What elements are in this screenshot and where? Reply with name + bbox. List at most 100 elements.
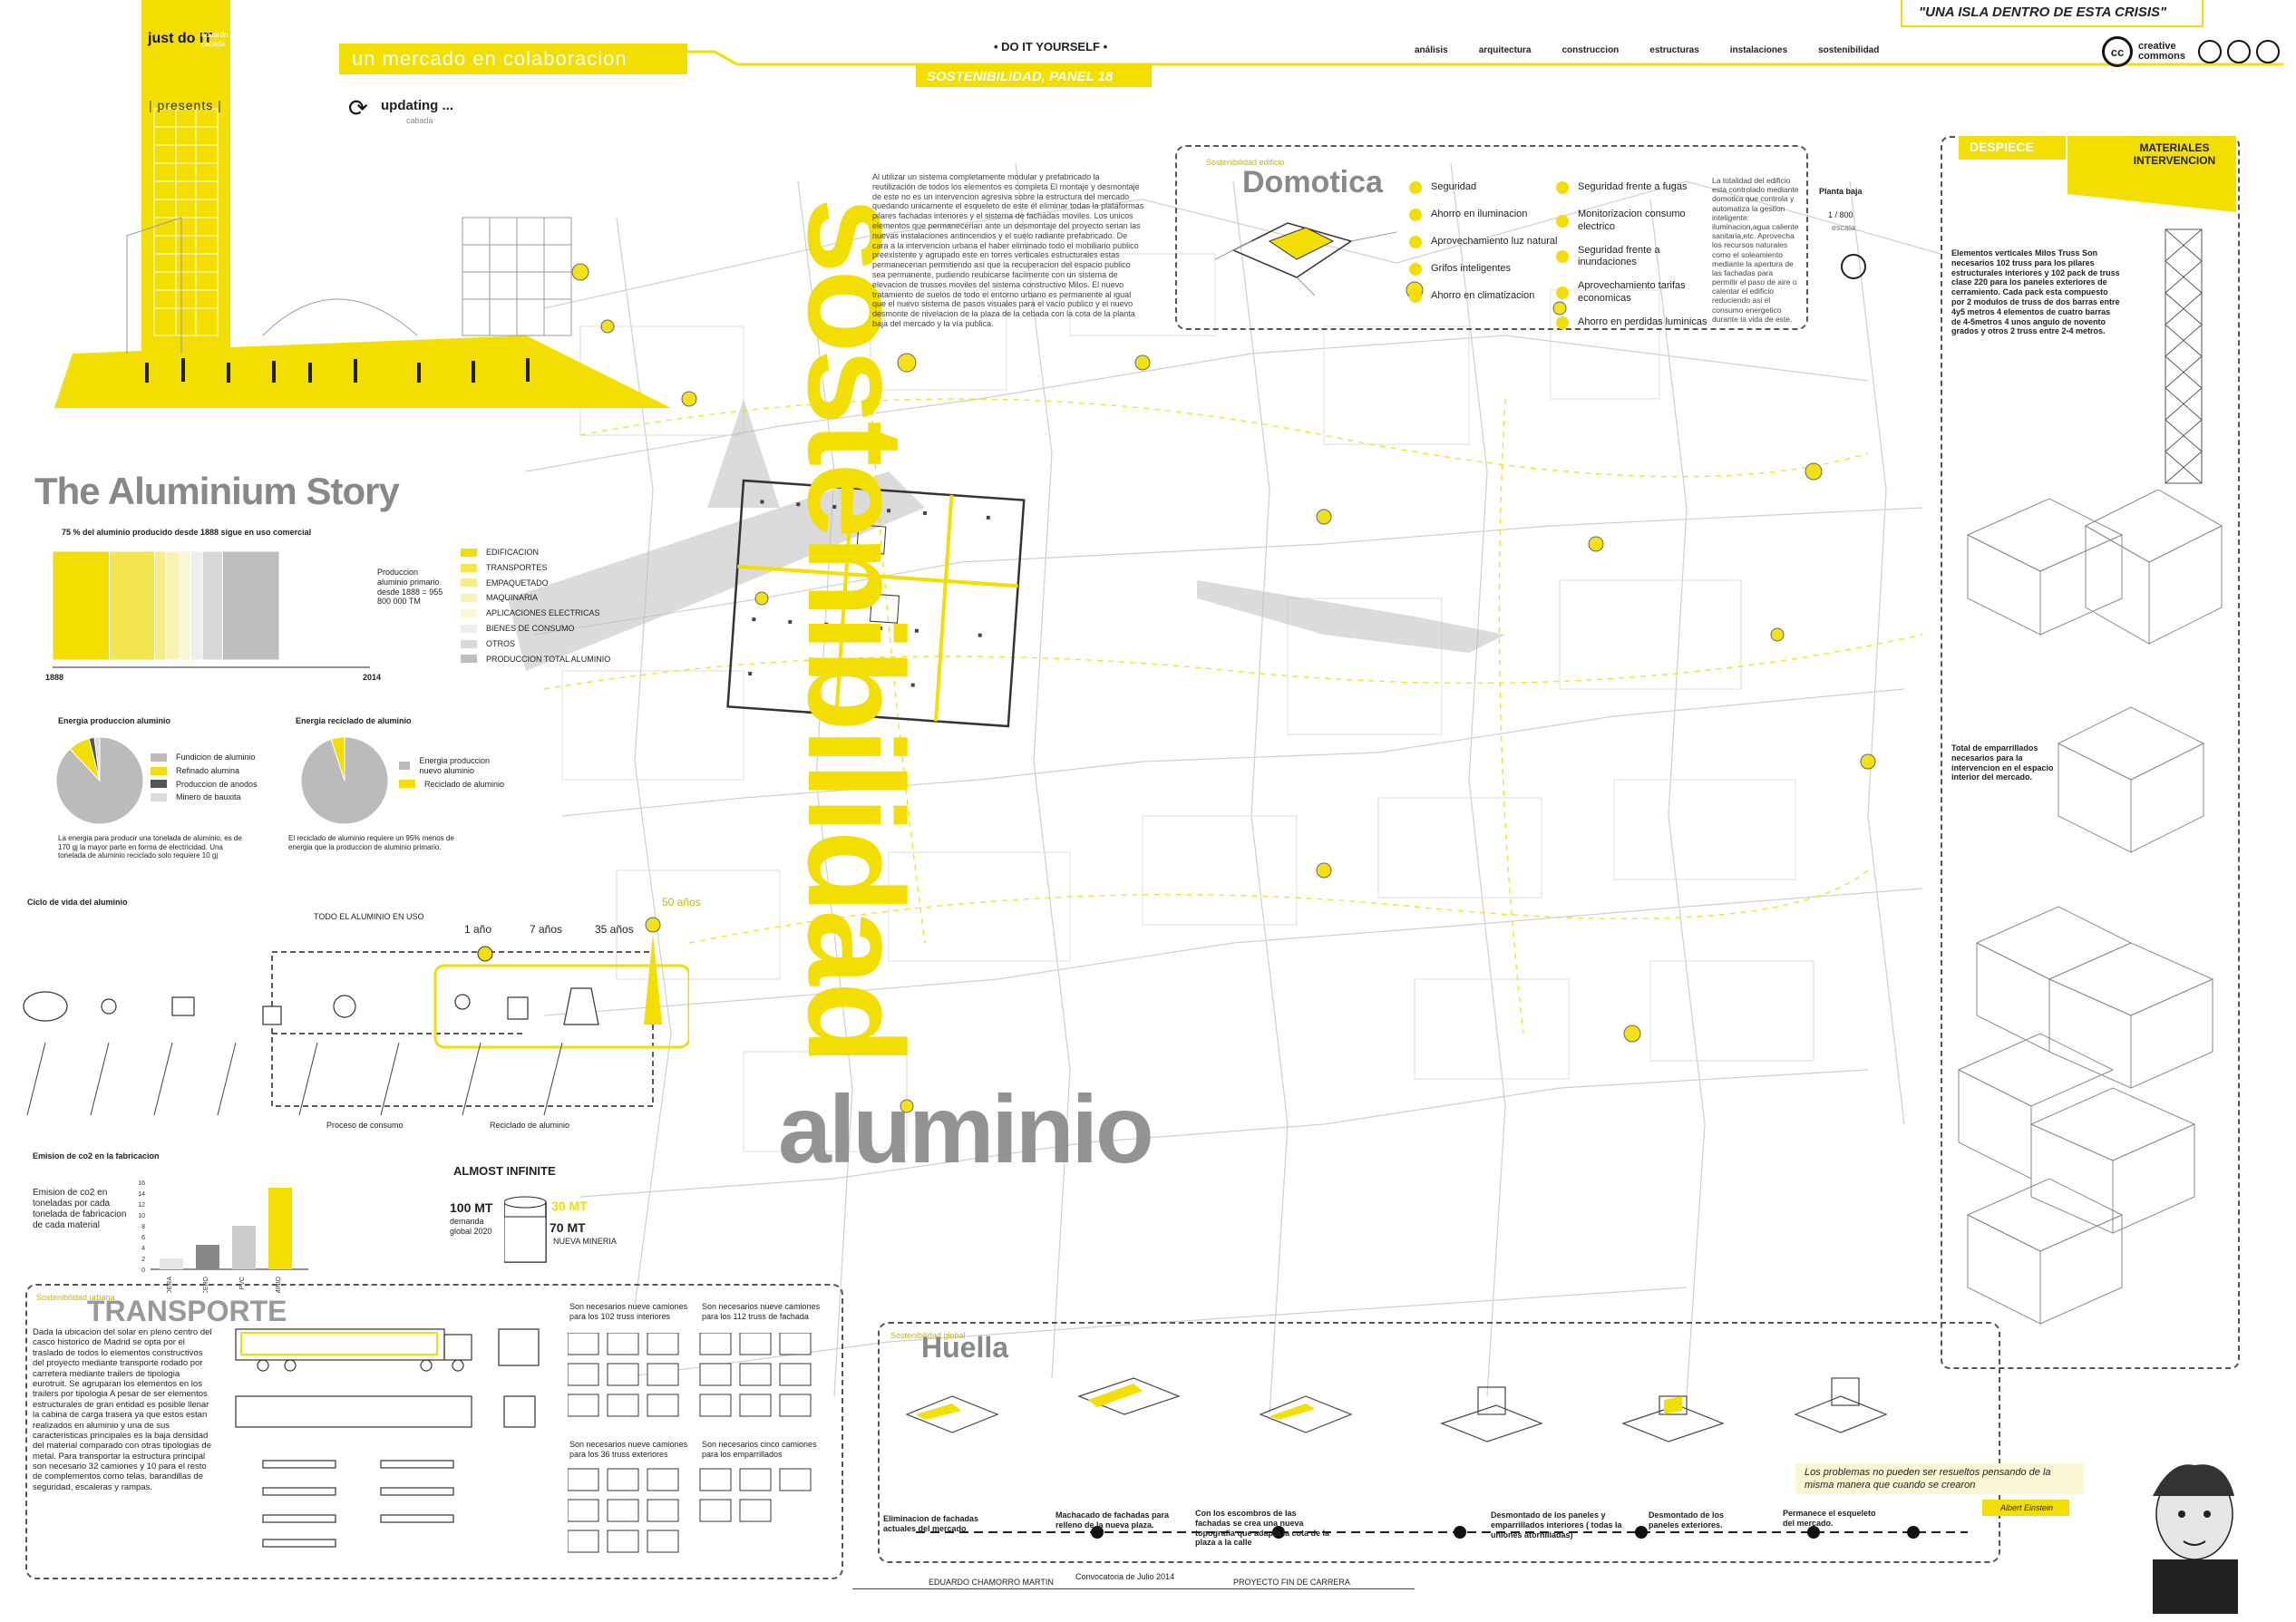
truck-icon xyxy=(739,1333,772,1355)
emission-desc: Emision de co2 en toneladas por cada ton… xyxy=(33,1188,127,1230)
einstein-author: Albert Einstein xyxy=(2000,1503,2054,1512)
water-icon xyxy=(1556,181,1569,194)
demand-label: demanda global 2020 xyxy=(450,1217,492,1236)
huella-step-3: Con los escombros de las fachadas se cre… xyxy=(1195,1509,1330,1548)
pie-energy-recycling xyxy=(300,736,389,825)
truck-icon xyxy=(699,1468,732,1491)
bar-segment xyxy=(190,550,203,661)
house-icon xyxy=(1409,181,1422,194)
top-nav: análisis arquitectura construccion estru… xyxy=(1415,45,1879,55)
demand-value: 100 MT xyxy=(450,1200,493,1215)
lifecycle-legend-recycle: Reciclado de aluminio xyxy=(490,1121,570,1130)
plan-label: Planta baja xyxy=(1819,187,1863,196)
aluminium-bars xyxy=(53,550,280,661)
truss-column-drawing xyxy=(2165,228,2203,484)
aluminium-legend: EDIFICACION TRANSPORTES EMPAQUETADO MAQU… xyxy=(461,548,610,664)
brand-sub: eduardo cabada xyxy=(201,31,229,48)
truck-icon xyxy=(568,1468,599,1491)
new-mat-value: 70 MT xyxy=(550,1220,586,1235)
nav-sostenibilidad[interactable]: sostenibilidad xyxy=(1818,45,1880,55)
truck-icon xyxy=(699,1333,732,1355)
truck-icon xyxy=(607,1499,639,1522)
despiece-tab xyxy=(1959,136,2066,160)
infinite-title: ALMOST INFINITE xyxy=(453,1164,556,1178)
nav-arquitectura[interactable]: arquitectura xyxy=(1478,45,1532,55)
legend-item: APLICACIONES ELECTRICAS xyxy=(461,608,610,618)
diy-label: • DO IT YOURSELF • xyxy=(994,40,1108,53)
pie2-legend: Energia produccion nuevo aluminio Recicl… xyxy=(399,756,508,789)
truck-icon xyxy=(779,1468,812,1491)
nav-analisis[interactable]: análisis xyxy=(1415,45,1448,55)
truck-icon xyxy=(647,1530,679,1553)
transporte-label: Sostenibilidad urbana xyxy=(36,1293,115,1302)
updating-label: updating ... xyxy=(381,98,453,113)
despiece-label: DESPIECE xyxy=(1970,140,2034,154)
nav-instalaciones[interactable]: instalaciones xyxy=(1729,45,1788,55)
footer-author: EDUARDO CHAMORRO MARTIN xyxy=(929,1578,1054,1587)
einstein-quote: Los problemas no pueden ser resueltos pe… xyxy=(1805,1467,2051,1491)
bar-segment xyxy=(53,550,110,661)
truck-icon xyxy=(647,1333,679,1355)
tick-label: 16 xyxy=(138,1180,145,1187)
legend-item: OTROS xyxy=(461,639,610,649)
truck-icon xyxy=(647,1363,679,1386)
legend-item: MAQUINARIA xyxy=(461,593,610,603)
pie-charts xyxy=(55,736,389,825)
nav-estructuras[interactable]: estructuras xyxy=(1649,45,1699,55)
pie1-legend: Fundicion de aluminio Refinado alumina P… xyxy=(151,753,258,802)
transporte-note-4: Son necesarios cinco camiones para los e… xyxy=(702,1440,817,1459)
panel-title: SOSTENIBILIDAD, PANEL 18 xyxy=(927,69,1114,84)
truck-icon xyxy=(779,1363,812,1386)
truck-icon xyxy=(739,1394,772,1417)
header-rule xyxy=(687,50,2283,66)
panel-title-box xyxy=(916,65,1152,87)
presents-label: | presents | xyxy=(149,98,222,112)
emission-bars: MADERA ACERO PVC ALUMINIO xyxy=(160,1188,292,1293)
domotica-item: Monitorizacion consumo electrico xyxy=(1556,209,1728,234)
domotica-list-a: Seguridad Ahorro en iluminacion Aprovech… xyxy=(1409,181,1581,303)
bar-segment xyxy=(165,550,180,661)
domotica-panel xyxy=(1175,145,1808,330)
huella-step-5: Desmontado de los paneles exteriores. xyxy=(1649,1510,1725,1530)
huella-label: Sostenibilidad global xyxy=(890,1331,966,1340)
domotica-item: Seguridad frente a inundaciones xyxy=(1556,245,1728,270)
bulb-icon xyxy=(1409,209,1422,221)
huella-step-6: Permanece el esqueleto del mercado. xyxy=(1783,1509,1876,1528)
tick-label: 2 xyxy=(141,1257,145,1263)
transporte-note-3: Son necesarios nueve camiones para los 3… xyxy=(569,1440,688,1459)
bar-segment xyxy=(222,550,280,661)
urban-plan-map xyxy=(508,162,1941,1415)
pie-slice xyxy=(93,736,101,782)
category-label: PVC xyxy=(239,1277,246,1289)
noncommercial-icon xyxy=(2227,40,2251,63)
tick-label: 14 xyxy=(138,1191,145,1198)
truck-fleet-grid xyxy=(568,1333,812,1553)
lifecycle-year-2: 7 años xyxy=(530,923,563,936)
truck-icon xyxy=(607,1333,639,1355)
truck-icon xyxy=(779,1333,812,1355)
truck-icon xyxy=(739,1363,772,1386)
fleet-icons xyxy=(568,1333,812,1553)
north-arrow-icon xyxy=(1841,254,1866,279)
pie2-title: Energia reciclado de aluminio xyxy=(296,716,412,725)
attribution-icon xyxy=(2198,40,2222,63)
truck-icon xyxy=(699,1363,732,1386)
domotica-item: Grifos inteligentes xyxy=(1409,263,1581,276)
pie1-caption: La energia para producir una tonelada de… xyxy=(58,834,242,860)
aluminium-stacked-bar xyxy=(53,550,370,668)
nav-construccion[interactable]: construccion xyxy=(1561,45,1620,55)
pie2-caption: El reciclado de aluminio requiere un 95%… xyxy=(288,834,454,851)
emission-title: Emision de co2 en la fabricacion xyxy=(33,1151,160,1161)
truck-icon xyxy=(699,1394,732,1417)
pie-energy-production xyxy=(55,736,144,825)
truck-icon xyxy=(647,1468,679,1491)
infinite-cylinder xyxy=(504,1196,547,1263)
huella-step-4: Desmontado de los paneles y emparrillado… xyxy=(1491,1510,1622,1539)
tick-label: 12 xyxy=(138,1202,145,1209)
truck-icon xyxy=(607,1468,639,1491)
truck-icon xyxy=(647,1499,679,1522)
refresh-icon: ⟳ xyxy=(348,94,368,121)
lifecycle-title: Ciclo de vida del aluminio xyxy=(27,898,128,907)
tick-label: 6 xyxy=(141,1235,145,1241)
legend-item: BIENES DE CONSUMO xyxy=(461,624,610,634)
